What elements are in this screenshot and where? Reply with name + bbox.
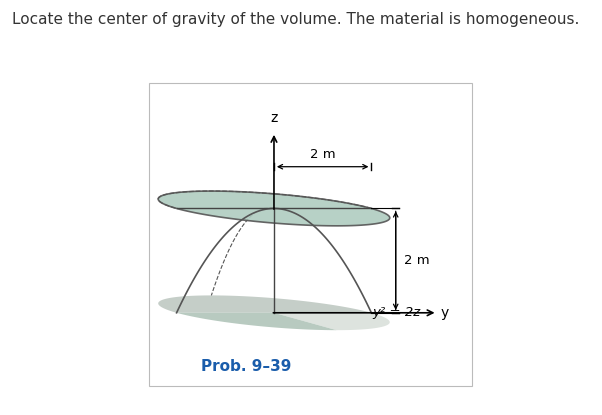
- Text: z: z: [270, 111, 278, 125]
- Polygon shape: [158, 295, 371, 313]
- Text: y: y: [441, 306, 449, 320]
- Text: 2 m: 2 m: [310, 149, 335, 161]
- Polygon shape: [176, 313, 337, 330]
- Text: 2 m: 2 m: [405, 254, 430, 267]
- Text: y² = 2z: y² = 2z: [373, 306, 421, 319]
- Polygon shape: [274, 313, 389, 330]
- Polygon shape: [158, 191, 389, 226]
- FancyBboxPatch shape: [149, 83, 472, 386]
- Text: Prob. 9–39: Prob. 9–39: [201, 359, 291, 374]
- Text: Locate the center of gravity of the volume. The material is homogeneous.: Locate the center of gravity of the volu…: [12, 12, 579, 27]
